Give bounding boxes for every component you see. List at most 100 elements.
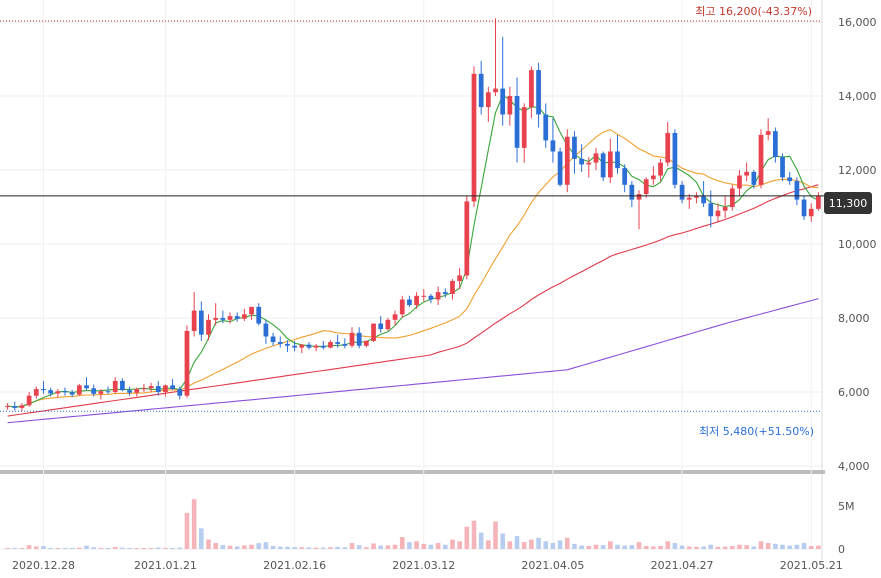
volume-bar: [364, 547, 369, 549]
volume-bar: [780, 544, 785, 549]
volume-bar: [629, 545, 635, 549]
volume-bar: [450, 539, 455, 549]
volume-bar: [277, 546, 283, 549]
candle: [651, 166, 656, 185]
volume-bar: [285, 546, 290, 549]
y-tick-label: 14,000: [838, 90, 877, 103]
volume-bar: [270, 545, 276, 549]
volume-bar: [787, 545, 793, 549]
volume-bar: [328, 547, 333, 549]
x-tick-label: 2021.03.12: [392, 559, 455, 572]
volume-bar: [672, 542, 678, 549]
volume-bar: [19, 548, 25, 549]
candle: [292, 340, 297, 352]
candle-body: [665, 133, 671, 163]
candle-body: [292, 345, 297, 348]
volume-bar: [191, 499, 197, 549]
candle: [744, 162, 750, 182]
candle-body: [378, 323, 384, 330]
candle-body: [134, 389, 140, 393]
volume-bar: [414, 541, 419, 549]
candle: [758, 129, 764, 189]
candle: [277, 336, 283, 348]
candle-body: [349, 332, 355, 346]
candle-body: [636, 194, 642, 200]
candle: [191, 292, 197, 337]
candle: [816, 192, 821, 211]
candle: [249, 306, 254, 320]
candle-body: [414, 295, 419, 306]
candle-body: [249, 306, 254, 315]
candle: [572, 131, 577, 174]
candle: [442, 288, 448, 298]
candle-body: [55, 391, 61, 394]
candle: [371, 323, 376, 343]
x-tick-label: 2021.02.16: [263, 559, 326, 572]
candle: [227, 312, 233, 324]
candle: [593, 147, 599, 170]
candle-body: [722, 207, 728, 211]
candle-body: [536, 70, 541, 115]
candle: [507, 86, 513, 126]
high-price-annotation: 최고 16,200(-43.37%): [695, 5, 812, 18]
volume-bar: [112, 546, 118, 549]
y-tick-label: 16,000: [838, 16, 877, 29]
volume-bar: [608, 541, 613, 549]
candle-body: [163, 385, 168, 392]
candle-body: [363, 340, 369, 346]
candle-body: [198, 310, 204, 335]
candle-body: [421, 295, 427, 297]
candle-body: [5, 406, 10, 408]
candle: [457, 268, 463, 290]
volume-bar: [62, 548, 68, 549]
candle: [163, 384, 168, 397]
volume-bar: [256, 543, 262, 549]
candle: [729, 184, 735, 211]
candle-body: [737, 175, 742, 189]
volume-bar: [356, 545, 362, 549]
candle-body: [744, 171, 750, 176]
candle: [399, 295, 405, 318]
candle: [543, 103, 549, 148]
volume-bar: [500, 533, 505, 549]
candle: [76, 383, 82, 396]
candle-body: [679, 184, 685, 200]
y-tick-label: 4,000: [838, 460, 870, 473]
candle: [629, 181, 635, 207]
volume-bar: [493, 521, 498, 549]
volume-bar: [41, 545, 46, 549]
reference-lines: [0, 20, 824, 412]
volume-bar: [105, 548, 111, 549]
volume-bar: [615, 544, 620, 549]
ma5-line: [7, 94, 819, 408]
volume-bar: [12, 548, 18, 549]
candle-body: [658, 162, 663, 176]
candle: [256, 303, 262, 326]
candle-body: [19, 405, 25, 408]
candle-body: [335, 342, 341, 344]
volume-bar: [292, 547, 297, 549]
candle-body: [651, 175, 656, 180]
candle-body: [808, 208, 814, 217]
candle-body: [112, 380, 118, 392]
volume-bar: [134, 548, 140, 549]
ma60-line: [7, 184, 819, 417]
candle-body: [442, 292, 448, 294]
volume-bar: [378, 545, 384, 549]
volume-bar: [48, 547, 53, 549]
volume-bar: [392, 544, 398, 549]
y-tick-label: 6,000: [838, 386, 870, 399]
volume-bar: [730, 545, 735, 549]
volume-bar: [55, 548, 61, 549]
candle: [607, 138, 613, 183]
volume-bar: [572, 543, 577, 549]
candle-body: [91, 388, 97, 394]
candle: [12, 401, 18, 411]
x-tick-label: 2021.04.05: [521, 559, 584, 572]
candle-body: [148, 386, 154, 389]
volume-bar: [557, 540, 563, 549]
volume-bar: [801, 542, 807, 549]
candle-body: [76, 385, 82, 395]
volume-bar: [141, 548, 147, 549]
